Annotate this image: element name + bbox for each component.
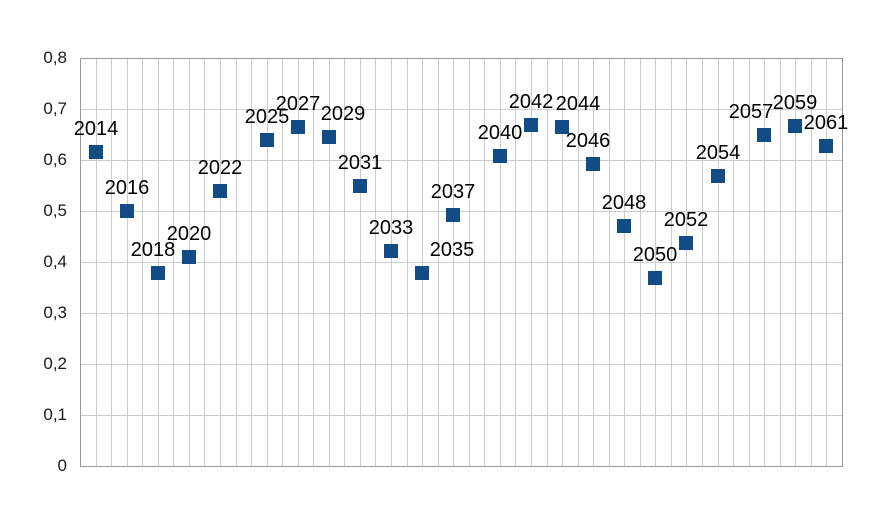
data-point-marker-2033[interactable] bbox=[384, 244, 398, 258]
data-point-marker-2027[interactable] bbox=[291, 120, 305, 134]
horizontal-gridline bbox=[80, 313, 842, 314]
y-axis-line bbox=[80, 58, 81, 467]
data-point-marker-2025[interactable] bbox=[260, 133, 274, 147]
data-point-marker-2048[interactable] bbox=[617, 219, 631, 233]
data-point-marker-2042[interactable] bbox=[524, 118, 538, 132]
data-point-label-2052: 2052 bbox=[663, 209, 709, 231]
data-point-label-2022: 2022 bbox=[197, 157, 243, 179]
data-point-marker-2029[interactable] bbox=[322, 130, 336, 144]
data-point-marker-2050[interactable] bbox=[648, 271, 662, 285]
data-point-label-2031: 2031 bbox=[337, 152, 383, 174]
data-point-marker-2037[interactable] bbox=[446, 208, 460, 222]
data-point-marker-2016[interactable] bbox=[120, 204, 134, 218]
horizontal-gridline bbox=[80, 109, 842, 110]
y-axis-tick-label: 0,6 bbox=[43, 150, 67, 169]
y-axis-tick-label: 0,7 bbox=[43, 99, 67, 118]
y-axis-tick-label: 0,3 bbox=[43, 303, 67, 322]
data-point-marker-2040[interactable] bbox=[493, 149, 507, 163]
horizontal-gridline bbox=[80, 262, 842, 263]
data-point-label-2016: 2016 bbox=[104, 177, 150, 199]
data-point-label-2042: 2042 bbox=[508, 91, 554, 113]
horizontal-gridline bbox=[80, 364, 842, 365]
data-point-marker-2044[interactable] bbox=[555, 120, 569, 134]
horizontal-gridline bbox=[80, 415, 842, 416]
data-point-label-2033: 2033 bbox=[368, 217, 414, 239]
data-point-marker-2035[interactable] bbox=[415, 266, 429, 280]
data-point-marker-2020[interactable] bbox=[182, 250, 196, 264]
y-axis-tick-label: 0 bbox=[57, 456, 67, 475]
data-point-label-2037: 2037 bbox=[430, 181, 476, 203]
data-point-label-2014: 2014 bbox=[73, 118, 119, 140]
y-axis-tick-label: 0,5 bbox=[43, 201, 67, 220]
horizontal-gridline bbox=[80, 211, 842, 212]
data-point-label-2059: 2059 bbox=[772, 92, 818, 114]
y-axis-tick-label: 0,8 bbox=[43, 48, 67, 67]
data-point-marker-2052[interactable] bbox=[679, 236, 693, 250]
data-point-label-2029: 2029 bbox=[320, 103, 366, 125]
data-point-label-2027: 2027 bbox=[275, 93, 321, 115]
data-point-marker-2018[interactable] bbox=[151, 266, 165, 280]
data-point-label-2048: 2048 bbox=[601, 192, 647, 214]
data-point-label-2025: 2025 bbox=[244, 106, 290, 128]
x-axis-line bbox=[80, 466, 843, 467]
data-point-marker-2054[interactable] bbox=[711, 169, 725, 183]
data-point-marker-2046[interactable] bbox=[586, 157, 600, 171]
y-axis-tick-label: 0,4 bbox=[43, 252, 67, 271]
horizontal-gridline bbox=[80, 160, 842, 161]
data-point-marker-2031[interactable] bbox=[353, 179, 367, 193]
data-point-label-2061: 2061 bbox=[803, 112, 849, 134]
plot-border-right bbox=[842, 58, 843, 467]
plot-border-top bbox=[80, 58, 843, 59]
data-point-label-2054: 2054 bbox=[695, 142, 741, 164]
data-point-label-2050: 2050 bbox=[632, 244, 678, 266]
data-point-label-2035: 2035 bbox=[429, 239, 475, 261]
y-axis-tick-label: 0,1 bbox=[43, 405, 67, 424]
data-point-label-2057: 2057 bbox=[728, 101, 774, 123]
data-point-label-2020: 2020 bbox=[166, 223, 212, 245]
y-axis-tick-label: 0,2 bbox=[43, 354, 67, 373]
data-point-marker-2061[interactable] bbox=[819, 139, 833, 153]
data-point-label-2046: 2046 bbox=[565, 130, 611, 152]
data-point-label-2044: 2044 bbox=[555, 93, 601, 115]
data-point-marker-2057[interactable] bbox=[757, 128, 771, 142]
data-point-marker-2022[interactable] bbox=[213, 184, 227, 198]
data-point-label-2040: 2040 bbox=[477, 122, 523, 144]
data-point-marker-2014[interactable] bbox=[89, 145, 103, 159]
data-point-marker-2059[interactable] bbox=[788, 119, 802, 133]
data-point-label-2018: 2018 bbox=[130, 239, 176, 261]
